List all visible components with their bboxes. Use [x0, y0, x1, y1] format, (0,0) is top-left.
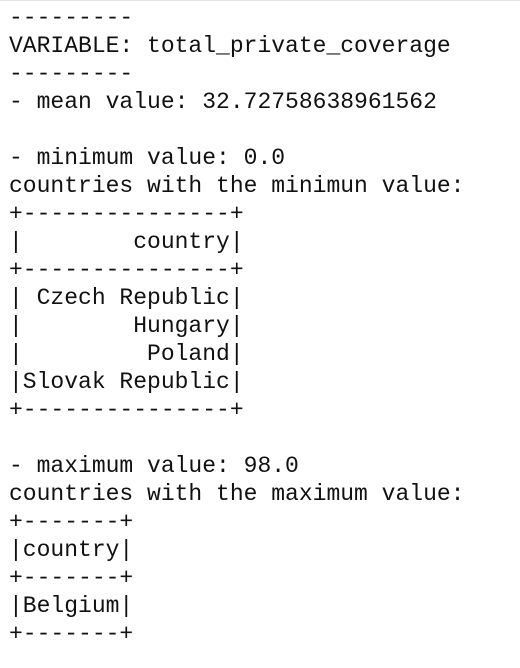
output-line: - maximum value: 98.0: [9, 453, 299, 479]
output-line: +---------------+: [9, 257, 244, 283]
output-line: countries with the maximum value:: [9, 481, 465, 507]
output-line: |Belgium|: [9, 593, 134, 619]
output-line: +-------+: [9, 509, 134, 535]
output-line: +-------+: [9, 621, 134, 647]
output-line: - minimum value: 0.0: [9, 145, 286, 171]
output-line: countries with the minimun value:: [9, 173, 465, 199]
output-line: +---------------+: [9, 397, 244, 423]
output-line: | Poland|: [9, 341, 244, 367]
output-line: +-------+: [9, 565, 134, 591]
output-line: |country|: [9, 537, 134, 563]
output-block: - minimum value: 0.0 countries with the m…: [9, 144, 520, 424]
output-line: ---------: [9, 5, 134, 31]
output-line: | country|: [9, 229, 244, 255]
output-line: +---------------+: [9, 201, 244, 227]
output-line: |Slovak Republic|: [9, 369, 244, 395]
output-line: - mean value: 32.72758638961562: [9, 89, 437, 115]
output-line: VARIABLE: total_private_coverage: [9, 33, 451, 59]
output-line: ---------: [9, 61, 134, 87]
output-line: | Hungary|: [9, 313, 244, 339]
terminal-output: --------- VARIABLE: total_private_coverag…: [0, 1, 520, 648]
output-line: | Czech Republic|: [9, 285, 244, 311]
output-block: --------- VARIABLE: total_private_coverag…: [9, 4, 520, 116]
output-block: - maximum value: 98.0 countries with the …: [9, 452, 520, 648]
